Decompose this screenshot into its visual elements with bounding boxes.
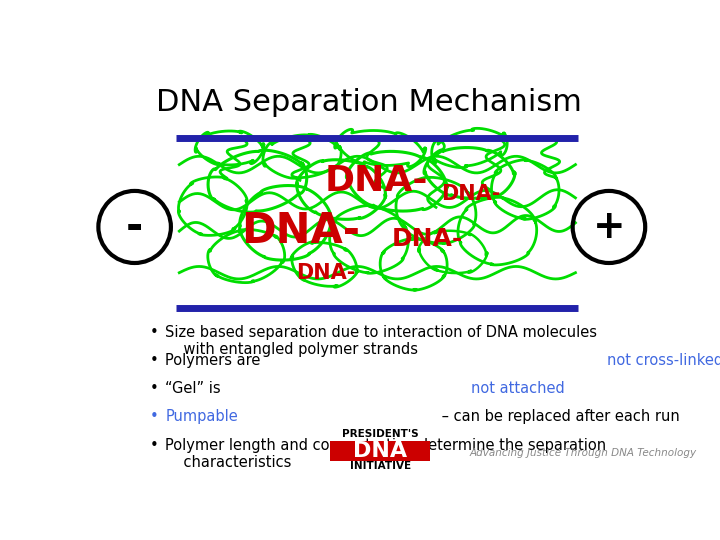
Text: DNA-: DNA- bbox=[297, 262, 356, 283]
Text: •: • bbox=[150, 353, 158, 368]
Text: DNA-: DNA- bbox=[324, 164, 428, 198]
Text: DNA: DNA bbox=[353, 441, 408, 461]
Text: DNA-: DNA- bbox=[240, 210, 360, 252]
Text: DNA Separation Mechanism: DNA Separation Mechanism bbox=[156, 87, 582, 117]
Text: •: • bbox=[150, 381, 158, 396]
Text: PRESIDENT'S: PRESIDENT'S bbox=[342, 429, 418, 439]
Text: +: + bbox=[593, 208, 625, 246]
Text: DNA-: DNA- bbox=[392, 227, 462, 252]
Text: Pumpable: Pumpable bbox=[166, 409, 238, 424]
Text: – can be replaced after each run: – can be replaced after each run bbox=[437, 409, 680, 424]
Text: not attached: not attached bbox=[471, 381, 565, 396]
Text: Polymers are: Polymers are bbox=[166, 353, 266, 368]
Text: •: • bbox=[150, 325, 158, 340]
Text: Advancing Justice Through DNA Technology: Advancing Justice Through DNA Technology bbox=[469, 448, 696, 458]
Text: Size based separation due to interaction of DNA molecules
    with entangled pol: Size based separation due to interaction… bbox=[166, 325, 598, 357]
Text: INITIATIVE: INITIATIVE bbox=[350, 461, 410, 471]
Text: -: - bbox=[126, 206, 143, 248]
Text: DNA-: DNA- bbox=[441, 184, 501, 204]
Text: “Gel” is: “Gel” is bbox=[166, 381, 225, 396]
Text: not cross-linked: not cross-linked bbox=[607, 353, 720, 368]
FancyBboxPatch shape bbox=[330, 441, 431, 461]
Text: •: • bbox=[150, 409, 158, 424]
Text: Polymer length and concentration determine the separation
    characteristics: Polymer length and concentration determi… bbox=[166, 438, 606, 470]
Text: •: • bbox=[150, 438, 158, 453]
